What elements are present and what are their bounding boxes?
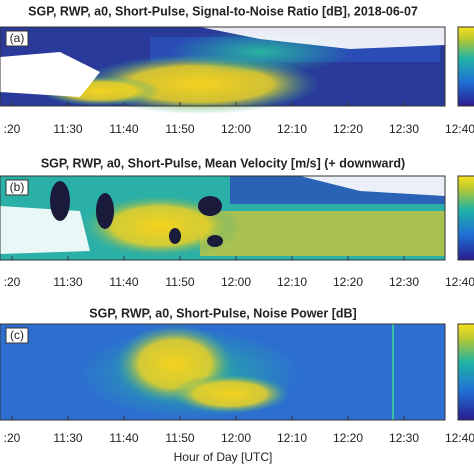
heatmap bbox=[0, 324, 445, 420]
x-tick-label: 11:30 bbox=[53, 122, 82, 136]
x-tick-label: 12:30 bbox=[389, 122, 419, 136]
x-tick-label: 11:40 bbox=[109, 275, 138, 289]
x-tick-label: 11:30 bbox=[53, 275, 82, 289]
heatmap-noise bbox=[0, 52, 100, 97]
x-tick-label: 12:40 bbox=[445, 122, 474, 136]
x-tick-label: 11:50 bbox=[165, 122, 194, 136]
heatmap bbox=[0, 27, 445, 114]
x-tick-label: 12:00 bbox=[221, 275, 251, 289]
x-tick-label: 12:30 bbox=[389, 431, 419, 445]
x-tick-label: 12:40 bbox=[445, 275, 474, 289]
x-tick-label: :20 bbox=[4, 431, 21, 445]
heatmap-dark bbox=[50, 181, 70, 221]
panel-title: SGP, RWP, a0, Short-Pulse, Noise Power [… bbox=[89, 306, 356, 320]
x-tick-label: :20 bbox=[4, 275, 21, 289]
x-tick-label: 12:10 bbox=[277, 275, 307, 289]
x-tick-label: 11:30 bbox=[53, 431, 82, 445]
heatmap-noise bbox=[300, 176, 445, 196]
x-tick-label: 12:20 bbox=[333, 275, 363, 289]
panel-label: (c) bbox=[10, 328, 24, 342]
x-tick-label: 12:10 bbox=[277, 431, 307, 445]
x-tick-label: 12:00 bbox=[221, 431, 251, 445]
heatmap-noise bbox=[200, 27, 445, 49]
panel-title: SGP, RWP, a0, Short-Pulse, Mean Velocity… bbox=[41, 156, 405, 170]
plot-frame bbox=[0, 26, 446, 107]
x-tick-label: :20 bbox=[4, 122, 21, 136]
heatmap-yellow bbox=[170, 374, 290, 414]
x-tick-label: 12:40 bbox=[445, 431, 474, 445]
heatmap bbox=[0, 176, 445, 260]
heatmap-dark bbox=[198, 196, 222, 216]
panel-label: (a) bbox=[10, 31, 25, 45]
x-tick-label: 11:40 bbox=[109, 122, 138, 136]
x-tick-label: 11:40 bbox=[109, 431, 138, 445]
heatmap-dark bbox=[207, 235, 223, 247]
colorbar bbox=[457, 175, 474, 261]
heatmap-dark bbox=[96, 193, 114, 229]
panel-label-box bbox=[5, 30, 29, 47]
colorbar bbox=[457, 26, 474, 107]
x-axis-label: Hour of Day [UTC] bbox=[174, 450, 273, 464]
x-tick-label: 12:30 bbox=[389, 275, 419, 289]
x-tick-label: 12:20 bbox=[333, 122, 363, 136]
x-tick-label: 11:50 bbox=[165, 431, 194, 445]
x-tick-label: 12:10 bbox=[277, 122, 307, 136]
plot-frame bbox=[0, 175, 446, 261]
heatmap-dark bbox=[169, 228, 181, 244]
heatmap-band bbox=[200, 211, 445, 256]
plot-frame bbox=[0, 323, 446, 421]
heatmap-noise bbox=[0, 206, 90, 254]
panel-label: (b) bbox=[10, 180, 25, 194]
panel-label-box bbox=[5, 327, 29, 344]
x-tick-label: 12:00 bbox=[221, 122, 251, 136]
x-tick-label: 12:20 bbox=[333, 431, 363, 445]
panel-label-box bbox=[5, 179, 29, 196]
panel-title: SGP, RWP, a0, Short-Pulse, Signal-to-Noi… bbox=[28, 4, 418, 18]
x-tick-label: 11:50 bbox=[165, 275, 194, 289]
colorbar bbox=[457, 323, 474, 421]
